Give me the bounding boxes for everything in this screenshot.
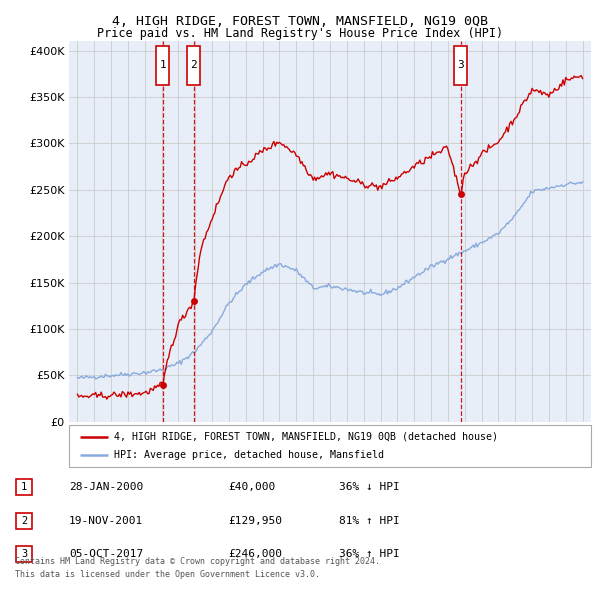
Text: £129,950: £129,950: [228, 516, 282, 526]
Text: 36% ↑ HPI: 36% ↑ HPI: [339, 549, 400, 559]
Text: 1: 1: [160, 60, 166, 70]
FancyBboxPatch shape: [454, 46, 467, 85]
Text: 81% ↑ HPI: 81% ↑ HPI: [339, 516, 400, 526]
Text: £40,000: £40,000: [228, 482, 275, 492]
Text: Price paid vs. HM Land Registry's House Price Index (HPI): Price paid vs. HM Land Registry's House …: [97, 27, 503, 40]
Text: 28-JAN-2000: 28-JAN-2000: [69, 482, 143, 492]
Text: 2: 2: [190, 60, 197, 70]
Text: 4, HIGH RIDGE, FOREST TOWN, MANSFIELD, NG19 0QB: 4, HIGH RIDGE, FOREST TOWN, MANSFIELD, N…: [112, 15, 488, 28]
Text: £246,000: £246,000: [228, 549, 282, 559]
Text: 3: 3: [21, 549, 27, 559]
Text: This data is licensed under the Open Government Licence v3.0.: This data is licensed under the Open Gov…: [15, 571, 320, 579]
Text: 05-OCT-2017: 05-OCT-2017: [69, 549, 143, 559]
Text: 2: 2: [21, 516, 27, 526]
Text: 1: 1: [21, 482, 27, 492]
Text: Contains HM Land Registry data © Crown copyright and database right 2024.: Contains HM Land Registry data © Crown c…: [15, 558, 380, 566]
Text: 4, HIGH RIDGE, FOREST TOWN, MANSFIELD, NG19 0QB (detached house): 4, HIGH RIDGE, FOREST TOWN, MANSFIELD, N…: [115, 432, 499, 442]
Text: 19-NOV-2001: 19-NOV-2001: [69, 516, 143, 526]
FancyBboxPatch shape: [187, 46, 200, 85]
Text: 3: 3: [457, 60, 464, 70]
Text: HPI: Average price, detached house, Mansfield: HPI: Average price, detached house, Mans…: [115, 450, 385, 460]
FancyBboxPatch shape: [157, 46, 169, 85]
Text: 36% ↓ HPI: 36% ↓ HPI: [339, 482, 400, 492]
